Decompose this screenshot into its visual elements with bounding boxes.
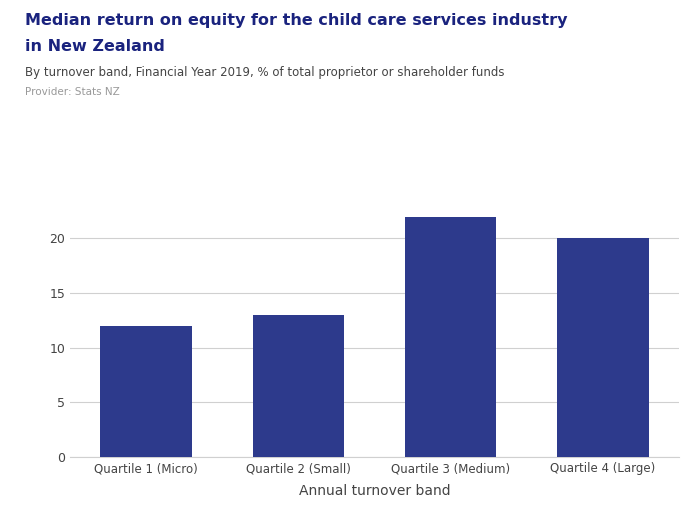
Bar — [101, 326, 192, 457]
Bar — [557, 238, 649, 457]
Text: Provider: Stats NZ: Provider: Stats NZ — [25, 87, 119, 97]
Bar — [253, 315, 344, 457]
X-axis label: Annual turnover band: Annual turnover band — [299, 484, 450, 498]
Text: By turnover band, Financial Year 2019, % of total proprietor or shareholder fund: By turnover band, Financial Year 2019, %… — [25, 66, 504, 79]
Text: Median return on equity for the child care services industry: Median return on equity for the child ca… — [25, 13, 567, 28]
Text: figure.nz: figure.nz — [576, 18, 652, 32]
Bar — [405, 216, 496, 457]
Text: in New Zealand: in New Zealand — [25, 39, 164, 55]
